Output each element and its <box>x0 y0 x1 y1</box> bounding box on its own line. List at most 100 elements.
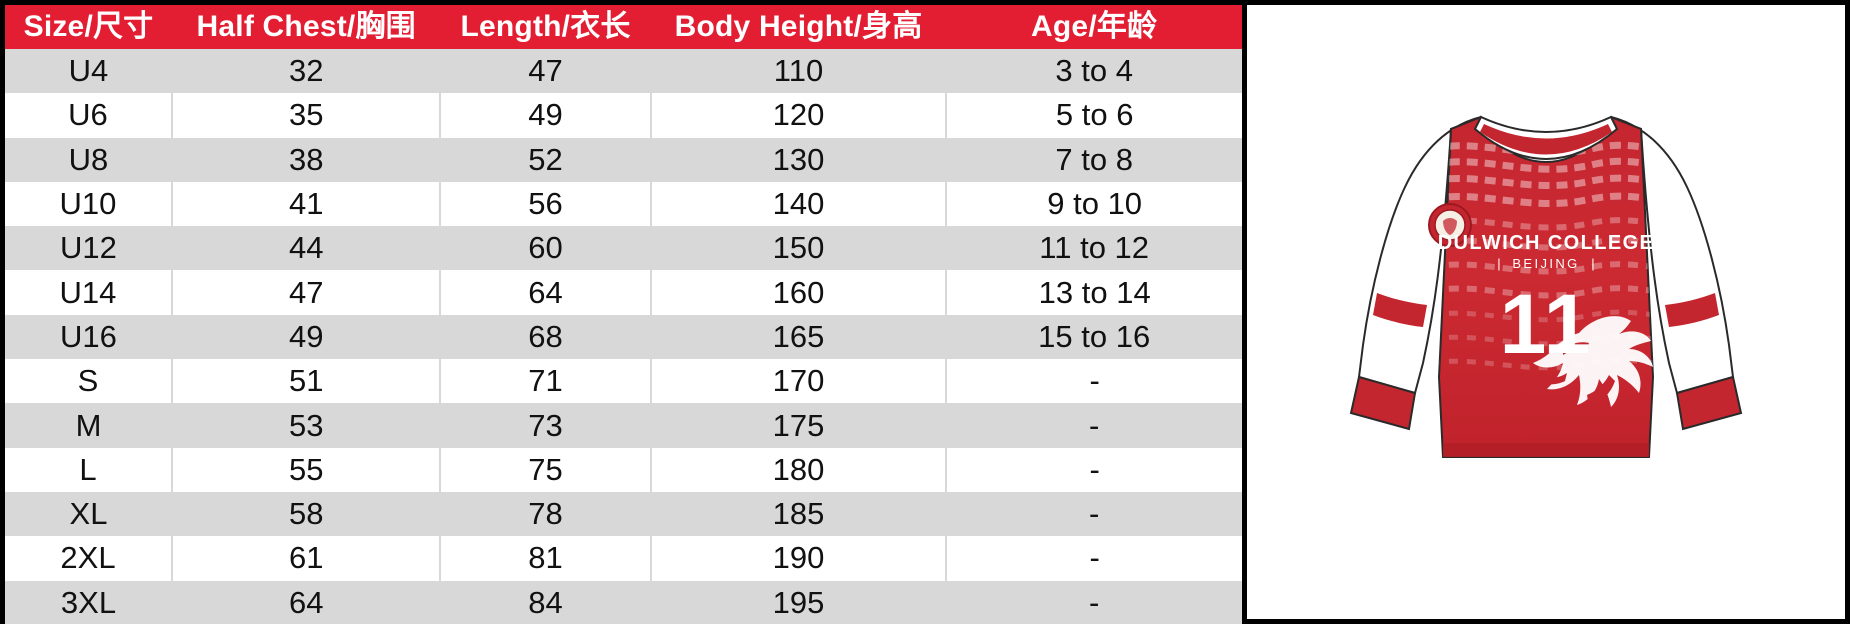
player-number-text: 11 <box>1500 277 1593 371</box>
product-image-panel: DULWICH COLLEGE | BEIJING | 11 <box>1242 0 1850 624</box>
cell-half-chest: 55 <box>170 447 441 492</box>
table-row: U6 35 49 120 5 to 6 <box>5 93 1242 138</box>
cell-size: L <box>79 451 97 487</box>
cell-length: 47 <box>528 53 563 89</box>
cell-size: S <box>77 363 99 399</box>
column-header-half-chest: Half Chest/胸围 <box>196 10 416 43</box>
jersey-illustration: DULWICH COLLEGE | BEIJING | 11 <box>1331 77 1761 547</box>
cell-half-chest: 51 <box>170 359 441 404</box>
cell-body-height: 185 <box>772 496 825 532</box>
cell-body-height: 120 <box>649 93 947 138</box>
table-header-row: Size/尺寸 Half Chest/胸围 Length/衣长 Body Hei… <box>5 5 1242 49</box>
cell-size: M <box>75 407 102 443</box>
size-chart-table: Size/尺寸 Half Chest/胸围 Length/衣长 Body Hei… <box>5 5 1242 624</box>
cell-half-chest: 35 <box>170 93 441 138</box>
cell-age: 9 to 10 <box>945 181 1242 227</box>
cell-size: XL <box>69 496 108 532</box>
column-header-size: Size/尺寸 <box>23 10 154 43</box>
column-header-age: Age/年龄 <box>1031 10 1158 43</box>
club-location-line: | BEIJING | <box>1497 256 1594 271</box>
table-body: U4 32 47 110 3 to 4 U6 35 49 120 5 to 6 … <box>5 49 1242 624</box>
cell-half-chest: 49 <box>288 318 324 354</box>
table-row: U12 44 60 150 11 to 12 <box>5 226 1242 271</box>
cell-length: 60 <box>528 230 563 266</box>
cell-half-chest: 32 <box>288 53 324 89</box>
cell-body-height: 190 <box>649 536 947 581</box>
cell-half-chest: 44 <box>288 230 324 266</box>
cell-size: U14 <box>59 274 117 310</box>
column-header-body-height: Body Height/身高 <box>674 10 923 43</box>
lion-head-icon <box>1533 316 1653 407</box>
cell-half-chest: 38 <box>288 141 324 177</box>
cell-body-height: 130 <box>772 141 825 177</box>
cell-age: 7 to 8 <box>1055 141 1133 177</box>
cell-age: - <box>1089 584 1100 620</box>
cell-size: U6 <box>68 97 108 133</box>
cell-age: - <box>945 447 1242 492</box>
table-row: S 51 71 170 - <box>5 359 1242 404</box>
table-row: M 53 73 175 - <box>5 403 1242 448</box>
cell-length: 84 <box>528 584 563 620</box>
cell-age: - <box>945 536 1242 581</box>
cell-length: 81 <box>439 536 651 581</box>
table-row: U4 32 47 110 3 to 4 <box>5 49 1242 94</box>
cell-size: U8 <box>68 141 109 177</box>
cell-body-height: 150 <box>772 230 825 266</box>
cell-age: - <box>1089 496 1100 532</box>
cell-size: U16 <box>60 318 117 354</box>
club-name-text: DULWICH COLLEGE <box>1438 232 1655 254</box>
table-row: U14 47 64 160 13 to 14 <box>5 270 1242 315</box>
table-row: L 55 75 180 - <box>5 447 1242 492</box>
cell-age: 11 to 12 <box>1039 230 1150 266</box>
right-sleeve-stripe <box>1665 293 1719 327</box>
cell-half-chest: 53 <box>288 407 324 443</box>
left-sleeve-stripe <box>1373 293 1427 327</box>
club-location-text: BEIJING <box>1512 256 1579 271</box>
cell-body-height: 160 <box>649 270 947 315</box>
cell-length: 73 <box>528 407 563 443</box>
right-cuff <box>1675 375 1743 431</box>
cell-age: - <box>1089 407 1100 443</box>
cell-age: 13 to 14 <box>945 270 1242 315</box>
cell-size: U4 <box>68 53 109 89</box>
cell-age: 15 to 16 <box>1038 318 1151 354</box>
table-head: Size/尺寸 Half Chest/胸围 Length/衣长 Body Hei… <box>5 5 1242 49</box>
shoulder-crest-badge <box>1428 203 1472 247</box>
cell-size: U12 <box>60 230 117 266</box>
cell-length: 78 <box>528 496 563 532</box>
cell-body-height: 140 <box>649 181 947 227</box>
cell-length: 68 <box>528 318 563 354</box>
cell-size: 2XL <box>60 540 116 576</box>
cell-length: 75 <box>439 447 651 492</box>
hem-band <box>1443 443 1649 457</box>
v-neck-collar <box>1473 115 1619 160</box>
cell-half-chest: 58 <box>288 496 324 532</box>
table-row: U10 41 56 140 9 to 10 <box>5 181 1242 227</box>
table-row: 2XL 61 81 190 - <box>5 536 1242 581</box>
cell-length: 49 <box>439 93 651 138</box>
table-row: U16 49 68 165 15 to 16 <box>5 314 1242 360</box>
cell-length: 64 <box>439 270 651 315</box>
cell-body-height: 110 <box>773 53 824 89</box>
cell-length: 71 <box>439 359 651 404</box>
cell-half-chest: 61 <box>170 536 441 581</box>
table-row: 3XL 64 84 195 - <box>5 580 1242 624</box>
cell-body-height: 170 <box>649 359 947 404</box>
cell-age: - <box>945 359 1242 404</box>
divider-left-text: | <box>1497 256 1500 271</box>
size-table-panel: Size/尺寸 Half Chest/胸围 Length/衣长 Body Hei… <box>0 0 1242 624</box>
cell-age: 3 to 4 <box>1055 53 1133 89</box>
cell-body-height: 180 <box>649 447 947 492</box>
table-row: XL 58 78 185 - <box>5 491 1242 537</box>
right-sleeve <box>1610 116 1743 431</box>
jersey-body <box>1437 115 1655 458</box>
cell-half-chest: 64 <box>288 584 324 620</box>
cell-age: 5 to 6 <box>945 93 1242 138</box>
column-header-length: Length/衣长 <box>460 10 631 43</box>
cell-size: U10 <box>59 186 117 222</box>
cell-body-height: 165 <box>772 318 825 354</box>
left-sleeve <box>1349 116 1482 431</box>
divider-right-text: | <box>1591 256 1594 271</box>
cell-half-chest: 47 <box>170 270 441 315</box>
